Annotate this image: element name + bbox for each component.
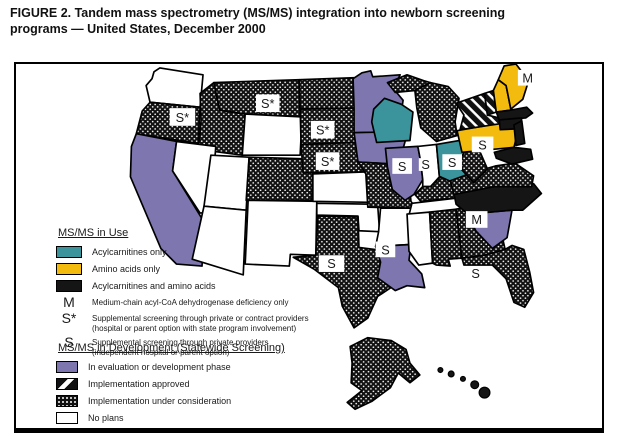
legend-symbol-label: Medium-chain acyl-CoA dehydrogenase defi… xyxy=(92,298,289,307)
legend-item-label: Acylcarnitines and amino acids xyxy=(92,280,216,291)
legend-development-heading: MS/MS in Development (Statewide Screenin… xyxy=(58,342,285,354)
state-MD-DE xyxy=(493,146,534,165)
legend-item: Implementation approved xyxy=(56,377,356,390)
state-FL xyxy=(461,244,535,309)
legend-item: Implementation under consideration xyxy=(56,394,356,407)
state-WI xyxy=(370,97,414,144)
implementation-approved-swatch xyxy=(56,377,78,390)
label-IL: S xyxy=(398,159,407,174)
label-OR: S* xyxy=(176,110,190,125)
label-OH: S xyxy=(448,155,457,170)
label-ME: M xyxy=(522,71,533,86)
state-KS xyxy=(312,171,371,204)
figure-title: FIGURE 2. Tandem mass spectrometry (MS/M… xyxy=(10,5,610,37)
figure-title-line2: programs — United States, December 2000 xyxy=(10,22,266,36)
map-frame: S* S* S* S* S S S S S S S M M MS/MS in U… xyxy=(14,62,604,433)
symbol-M: M xyxy=(63,294,75,310)
state-HI xyxy=(437,366,491,399)
legend-item-label: Implementation approved xyxy=(88,378,190,389)
legend-symbol-label: Supplemental screening through private p… xyxy=(92,338,269,357)
legend-item: Acylcarnitines and amino acids xyxy=(56,279,356,292)
symbol-S: S xyxy=(64,334,74,350)
state-MI xyxy=(414,81,460,143)
state-CO xyxy=(245,156,315,202)
legend-item: Amino acids only xyxy=(56,262,356,275)
state-MS xyxy=(406,211,434,266)
state-AZ xyxy=(191,205,248,276)
state-WY xyxy=(241,113,303,157)
amino-acids-swatch xyxy=(56,262,82,275)
state-letter-labels: S* S* S* S* S S S S S S S M M xyxy=(169,69,538,281)
acylcarnitines-swatch xyxy=(56,245,82,258)
legend-item-label: Acylcarnitines only xyxy=(92,246,167,257)
label-PA: S xyxy=(478,137,487,152)
label-TX: S xyxy=(327,256,336,271)
label-IN: S xyxy=(421,157,430,172)
legend-in-use-heading: MS/MS in Use xyxy=(58,227,129,239)
legend-ms-in-development: MS/MS in Development (Statewide Screenin… xyxy=(56,342,356,428)
state-ND xyxy=(298,76,356,110)
under-consideration-swatch xyxy=(56,394,78,407)
label-SD: S* xyxy=(316,123,330,138)
legend-ms-in-use: MS/MS in Use Acylcarnitines only Amino a… xyxy=(56,227,356,360)
legend-symbol-label: Supplemental screening through private o… xyxy=(92,314,309,333)
legend-item-label: Implementation under consideration xyxy=(88,395,232,406)
label-FL: S xyxy=(471,266,480,281)
figure-title-line1: FIGURE 2. Tandem mass spectrometry (MS/M… xyxy=(10,6,505,20)
legend-item-label: In evaluation or development phase xyxy=(88,361,231,372)
label-MT: S* xyxy=(261,96,275,111)
label-LA: S xyxy=(381,242,390,257)
label-NE: S* xyxy=(321,154,335,169)
acyl-and-amino-swatch xyxy=(56,279,82,292)
label-SC: M xyxy=(471,212,482,227)
state-WA xyxy=(145,67,204,108)
state-UT xyxy=(203,154,250,211)
legend-item: Acylcarnitines only xyxy=(56,245,356,258)
symbol-S-star: S* xyxy=(61,310,77,326)
legend-item-label: Amino acids only xyxy=(92,263,161,274)
legend-symbol-item: S Supplemental screening through private… xyxy=(56,334,356,357)
legend-item-label: No plans xyxy=(88,412,124,423)
evaluation-phase-swatch xyxy=(56,360,78,373)
state-AK xyxy=(346,336,421,411)
legend-symbol-item: M Medium-chain acyl-CoA dehydrogenase de… xyxy=(56,294,356,310)
us-map: S* S* S* S* S S S S S S S M M xyxy=(129,64,543,411)
legend-symbol-item: S* Supplemental screening through privat… xyxy=(56,310,356,333)
legend-item: No plans xyxy=(56,411,356,424)
legend-item: In evaluation or development phase xyxy=(56,360,356,373)
no-plans-swatch xyxy=(56,411,78,424)
state-NJ xyxy=(513,120,526,147)
